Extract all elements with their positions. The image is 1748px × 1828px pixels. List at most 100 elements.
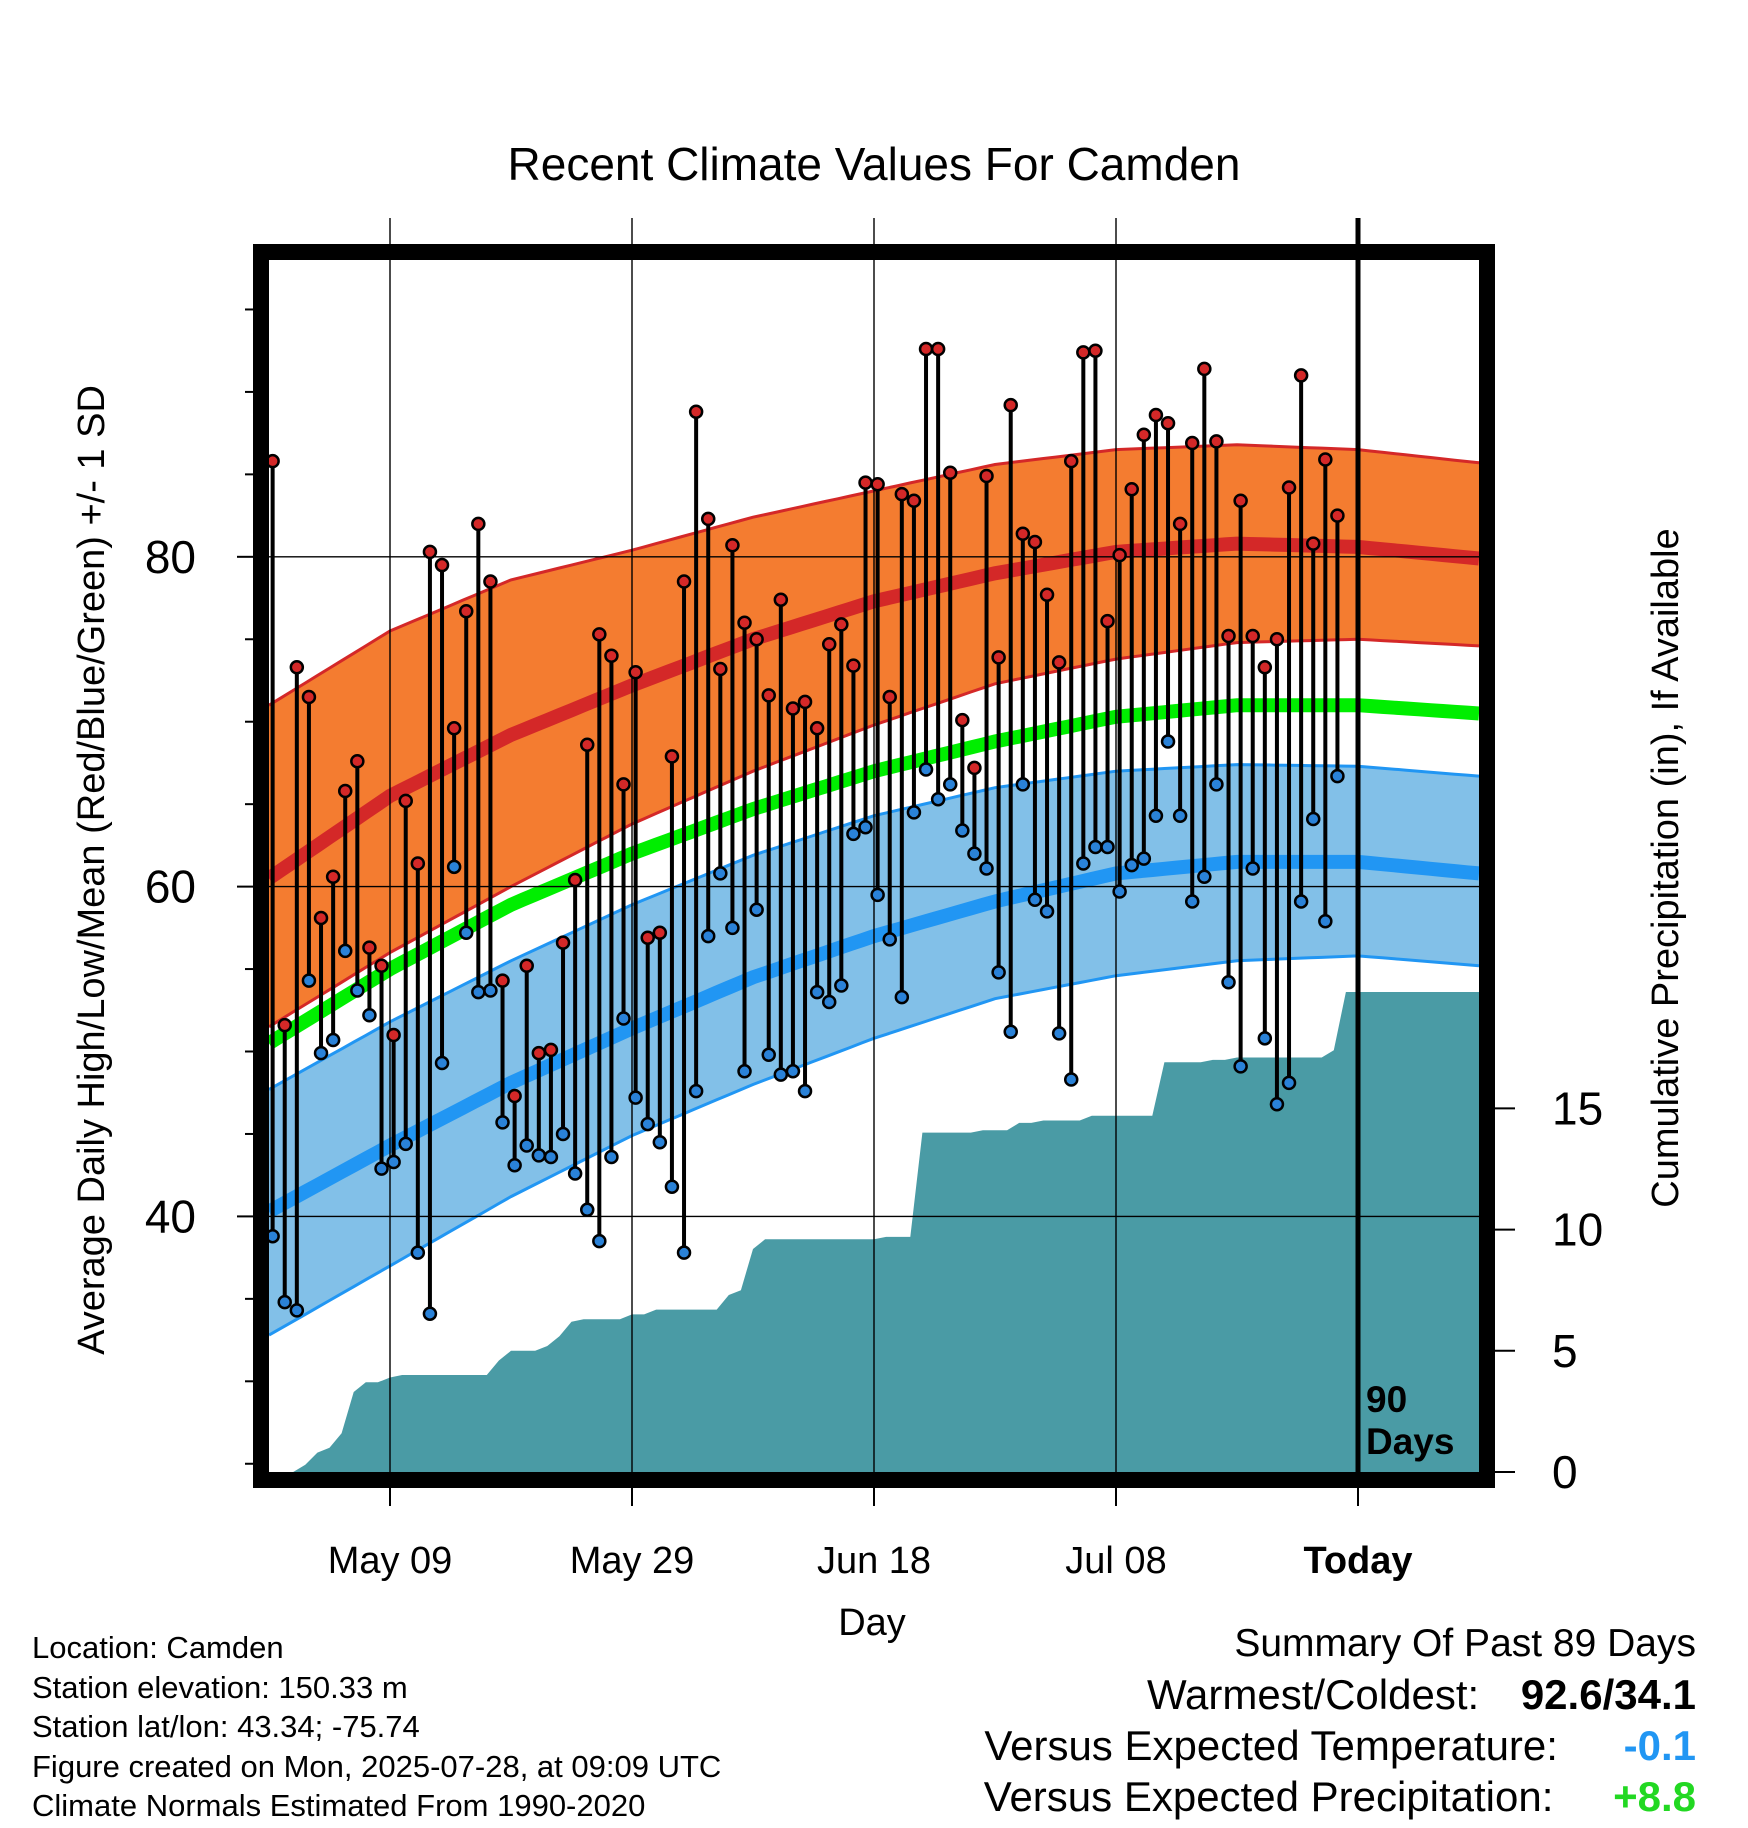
low-point [362, 1007, 377, 1023]
axes-ticks: 40 60 80 0 5 10 15 May 09 May 29 Jun 18 Jul 08 Toda… [145, 308, 1603, 1582]
low-point [1112, 884, 1127, 899]
low-point [313, 1045, 329, 1061]
low-point [1039, 904, 1055, 919]
x-tick-label: May 09 [328, 1540, 453, 1582]
low-point [519, 1138, 534, 1153]
summary-heading: Summary Of Past 89 Days [1234, 1622, 1696, 1665]
high-point [749, 632, 764, 647]
low-point [567, 1166, 583, 1181]
high-point [434, 557, 450, 573]
high-point [700, 511, 716, 527]
high-point [1148, 407, 1164, 423]
low-point [386, 1154, 401, 1170]
high-point [894, 486, 910, 502]
high-point [616, 777, 631, 792]
high-point [1209, 434, 1224, 449]
high-point [1039, 587, 1055, 602]
low-point [1318, 913, 1333, 929]
high-point [882, 689, 897, 705]
high-point [1281, 480, 1297, 495]
low-point [458, 925, 474, 941]
precip-label: Versus Expected Precipitation: [983, 1773, 1554, 1820]
high-point [1015, 526, 1031, 541]
low-point [785, 1064, 801, 1079]
high-point [967, 760, 982, 776]
low-point [846, 826, 861, 842]
low-point [1281, 1075, 1297, 1091]
low-sd-band [269, 764, 1479, 1336]
high-point [519, 958, 534, 974]
daily-bars [270, 349, 1340, 1314]
high-point [301, 689, 317, 705]
low-point [1305, 811, 1321, 827]
today-days-number: 90 [1366, 1379, 1407, 1420]
high-point [785, 701, 801, 716]
high-point [277, 1017, 292, 1033]
high-point [289, 660, 305, 675]
low-point [1136, 851, 1152, 866]
right-y-tick-label: 0 [1552, 1446, 1578, 1498]
latlon-text: Station lat/lon: 43.34; -75.74 [32, 1709, 420, 1744]
high-point [688, 404, 704, 419]
low-point [337, 943, 353, 959]
high-point [567, 872, 583, 888]
high-point [1100, 613, 1115, 629]
high-point [991, 650, 1006, 665]
high-point [471, 516, 486, 532]
low-point [1209, 777, 1224, 792]
high-point [821, 636, 837, 652]
high-point [543, 1042, 559, 1058]
high-point [386, 1027, 401, 1043]
low-point [713, 866, 728, 881]
high-point [446, 721, 462, 736]
low-point [1221, 975, 1236, 990]
right-y-tick-label: 15 [1552, 1082, 1603, 1134]
high-point [337, 783, 353, 799]
low-point [434, 1055, 450, 1071]
warm-cold-value: 92.6/34.1 [1520, 1671, 1696, 1718]
low-point [1293, 894, 1309, 909]
high-point [483, 574, 498, 589]
low-point [1160, 734, 1176, 749]
high-point [1051, 655, 1067, 670]
high-point [1184, 435, 1200, 451]
low-point [325, 1032, 341, 1048]
low-point [543, 1149, 559, 1165]
high-point [846, 658, 861, 673]
high-point [1160, 415, 1176, 431]
plot-border [253, 244, 1495, 1488]
temp-value: -0.1 [1623, 1722, 1696, 1769]
precip-layer [269, 992, 1479, 1472]
high-point [761, 688, 776, 703]
high-point [664, 749, 680, 764]
low-point [894, 989, 910, 1005]
low-point [374, 1161, 389, 1176]
low-point [979, 861, 994, 876]
low-point [495, 1115, 510, 1130]
low-point [350, 983, 365, 998]
high-point [555, 935, 571, 950]
high-point [809, 721, 825, 736]
high-point [592, 627, 607, 642]
low-point [1184, 894, 1200, 909]
low-point [930, 791, 946, 807]
high-point [1003, 397, 1018, 413]
high-point [870, 477, 885, 492]
high-point [918, 341, 934, 357]
low-point [592, 1233, 607, 1249]
today-days-unit: Days [1366, 1421, 1454, 1462]
summary-panel: Summary Of Past 89 Days Warmest/Coldest:… [796, 1618, 1696, 1822]
low-point [1100, 839, 1115, 855]
high-point [362, 940, 377, 955]
low-point [1172, 808, 1188, 823]
high-point [906, 493, 922, 509]
high-point [1330, 508, 1345, 523]
low-point [967, 846, 982, 861]
low-point [1124, 857, 1139, 873]
left-y-tick-label: 60 [145, 861, 196, 913]
high-point [979, 468, 994, 484]
low-point [422, 1306, 438, 1321]
low-point [604, 1149, 619, 1165]
low-point [918, 762, 934, 777]
